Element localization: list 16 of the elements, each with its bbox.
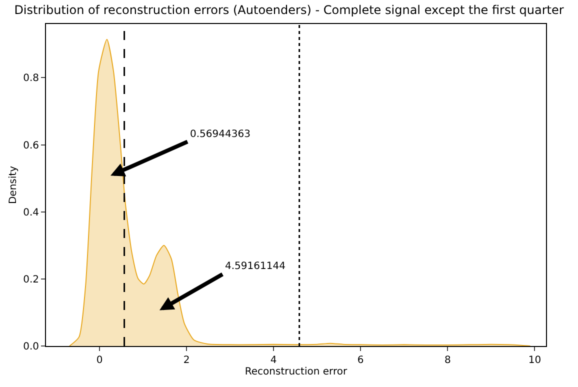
chart-title: Distribution of reconstruction errors (Autoenders) - Complete signal except the first quarter: [14, 3, 564, 18]
y-axis-title: Density: [8, 166, 20, 204]
x-tick-label: 2: [183, 355, 190, 366]
y-tick-label: 0.4: [23, 207, 39, 218]
x-tick-label: 4: [270, 355, 277, 366]
x-tick-label: 0: [96, 355, 103, 366]
y-tick-label: 0.8: [23, 73, 39, 84]
y-tick-label: 0.6: [23, 140, 39, 152]
annotation: 4.59161144: [225, 261, 286, 272]
x-tick-label: 8: [444, 355, 451, 366]
x-tick-label: 6: [357, 355, 364, 366]
y-tick-label: 0.0: [23, 342, 39, 352]
y-tick-label: 0.2: [23, 274, 39, 286]
x-tick-label: 10: [528, 355, 542, 366]
annotation: 0.56944363: [190, 129, 250, 140]
x-axis-title: Reconstruction error: [244, 366, 348, 378]
